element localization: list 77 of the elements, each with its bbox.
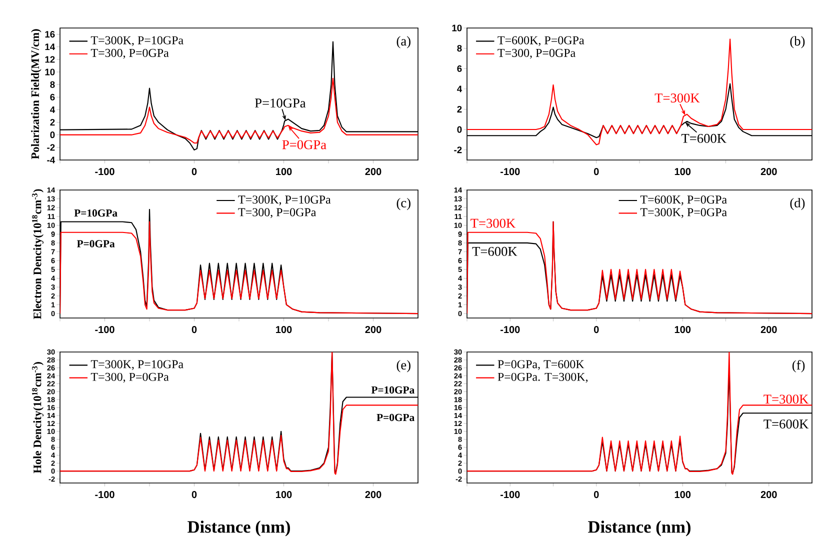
x-tick-label: 100 — [276, 491, 292, 498]
x-tick-label: 0 — [192, 168, 197, 176]
x-axis-title: Distance (nm) — [588, 520, 690, 536]
legend-label: P=0GPa, T=600K — [498, 360, 584, 370]
annotation: P=0GPa — [76, 240, 115, 248]
annotation: P=0GPa — [376, 414, 414, 422]
x-tick-label: 0 — [192, 326, 197, 334]
x-tick-label: 200 — [365, 326, 382, 334]
annotation: T=600K — [681, 134, 726, 143]
legend-label: T=300, P=0GPa — [90, 48, 169, 59]
legend-label: T=300, P=0GPa — [90, 372, 169, 383]
annotation: T=600K — [472, 246, 518, 256]
annotation: T=600K — [764, 420, 809, 429]
y-tick-label: 2 — [50, 119, 55, 126]
annotation: T=300K — [764, 394, 809, 404]
x-tick-label: -100 — [95, 491, 114, 498]
y-axis-title: Hole Dencity(10$^{18}$cm$^{-3}$) — [32, 362, 44, 474]
x-tick-label: -100 — [95, 326, 114, 334]
x-tick-label: 100 — [674, 168, 691, 176]
legend-label: T=600K, P=0GPa — [640, 196, 727, 206]
legend-label: T=300K, P=10GPa — [90, 36, 184, 46]
x-tick-label: -100 — [500, 326, 520, 334]
annotation: (a) — [396, 36, 410, 48]
y-tick-label: -4 — [47, 156, 56, 164]
annotation: P=0GPa — [282, 140, 326, 150]
y-axis-title: Polarization Field(MV/cm) — [31, 29, 42, 160]
x-tick-label: 100 — [674, 491, 691, 498]
annotation: T=300K — [654, 93, 700, 102]
x-tick-label: 0 — [594, 491, 599, 498]
y-tick-label: 6 — [457, 65, 462, 72]
x-tick-label: 100 — [276, 168, 292, 176]
x-tick-label: 200 — [365, 168, 382, 176]
annotation: P=10GPa — [371, 386, 414, 394]
x-tick-label: -100 — [500, 491, 520, 498]
x-tick-label: 200 — [760, 491, 777, 498]
y-tick-label: 0 — [50, 132, 55, 138]
y-tick-label: 10 — [452, 24, 462, 32]
y-tick-label: 16 — [45, 30, 55, 38]
y-tick-label: 8 — [457, 45, 462, 52]
y-tick-label: -2 — [47, 144, 55, 151]
legend-label: T=300K, P=0GPa — [640, 208, 727, 218]
x-tick-label: 0 — [594, 168, 599, 176]
x-tick-label: 200 — [760, 326, 777, 334]
legend-label: T=600K, P=0GPa — [498, 36, 584, 46]
annotation: P=10GPa — [254, 98, 306, 108]
y-tick-label: 6 — [50, 94, 55, 100]
legend-label: T=300, P=0GPa — [498, 48, 576, 59]
x-tick-label: 0 — [192, 491, 197, 498]
annotation: (b) — [790, 36, 805, 48]
y-tick-label: 2 — [457, 106, 462, 112]
x-tick-label: -100 — [500, 168, 520, 176]
legend-label: T=300, P=0GPa — [238, 208, 316, 218]
y-tick-label: 12 — [45, 56, 55, 63]
legend-label: P=0GPa. T=300K, — [498, 372, 588, 383]
annotation: T=300K — [470, 218, 516, 228]
annotation: (d) — [790, 198, 805, 210]
y-tick-label: 0 — [457, 126, 462, 133]
x-tick-label: 0 — [594, 326, 599, 334]
legend-label: T=300K, P=10GPa — [90, 360, 184, 370]
x-axis-title: Distance (nm) — [188, 520, 290, 536]
y-tick-label: 8 — [50, 81, 55, 88]
x-tick-label: 100 — [674, 326, 691, 334]
y-tick-label: 4 — [50, 106, 56, 113]
legend-label: T=300K, P=10GPa — [238, 196, 331, 206]
y-tick-label: -2 — [454, 146, 462, 154]
y-tick-label: 10 — [45, 68, 55, 76]
y-tick-label: 4 — [457, 86, 462, 92]
x-tick-label: 100 — [276, 326, 292, 334]
y-axis-title: Electron Dencity(10$^{18}$cm$^{-3}$) — [32, 189, 44, 320]
annotation: P=10GPa — [74, 209, 118, 217]
y-tick-label: 14 — [45, 44, 56, 50]
annotation: (e) — [396, 360, 410, 372]
annotation: (c) — [396, 198, 410, 210]
x-tick-label: 200 — [365, 491, 382, 498]
x-tick-label: 200 — [760, 168, 777, 176]
annotation: (f) — [792, 360, 805, 372]
x-tick-label: -100 — [95, 168, 114, 176]
